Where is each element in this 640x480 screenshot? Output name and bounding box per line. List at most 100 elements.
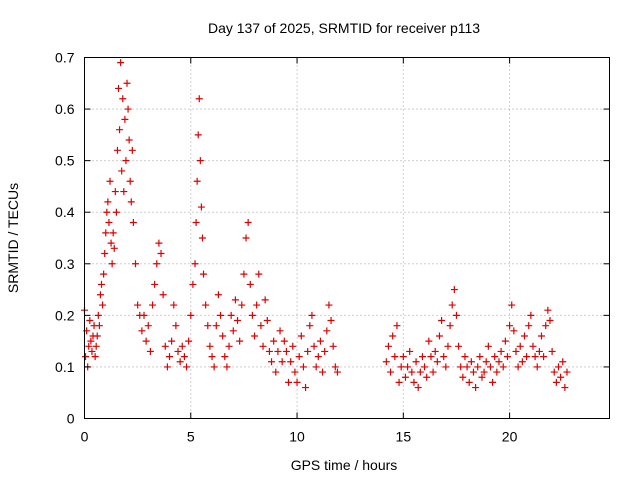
data-point bbox=[297, 332, 305, 340]
data-point bbox=[101, 249, 109, 257]
y-tick-label: 0.1 bbox=[55, 359, 75, 375]
data-point bbox=[495, 358, 503, 366]
data-point bbox=[457, 363, 465, 371]
data-point bbox=[244, 219, 252, 227]
data-point bbox=[476, 353, 484, 361]
data-point bbox=[423, 373, 431, 381]
data-point bbox=[138, 327, 146, 335]
data-point bbox=[86, 317, 94, 325]
data-point bbox=[227, 311, 235, 319]
data-point bbox=[231, 296, 239, 304]
data-point bbox=[120, 188, 128, 196]
data-point bbox=[142, 337, 150, 345]
data-point bbox=[176, 358, 184, 366]
data-point bbox=[404, 363, 412, 371]
data-point bbox=[508, 301, 516, 309]
data-point bbox=[446, 322, 454, 330]
data-point bbox=[427, 353, 435, 361]
data-point bbox=[195, 95, 203, 103]
data-point bbox=[98, 280, 106, 288]
data-point bbox=[223, 363, 231, 371]
data-point bbox=[548, 347, 556, 355]
data-point bbox=[552, 378, 560, 386]
data-point bbox=[287, 358, 295, 366]
data-point bbox=[546, 317, 554, 325]
data-point bbox=[259, 342, 267, 350]
data-point bbox=[204, 322, 212, 330]
data-point bbox=[100, 270, 108, 278]
data-point bbox=[253, 301, 261, 309]
data-point bbox=[88, 347, 96, 355]
y-tick-label: 0.4 bbox=[55, 204, 75, 220]
data-point bbox=[117, 59, 125, 67]
data-point bbox=[134, 301, 142, 309]
data-point bbox=[331, 363, 339, 371]
data-point bbox=[238, 301, 246, 309]
data-point bbox=[125, 136, 133, 144]
data-point bbox=[121, 115, 129, 123]
data-point bbox=[268, 358, 276, 366]
data-point bbox=[406, 347, 414, 355]
data-point bbox=[178, 342, 186, 350]
data-point bbox=[395, 378, 403, 386]
data-point bbox=[387, 368, 395, 376]
data-point bbox=[510, 327, 518, 335]
data-point bbox=[389, 332, 397, 340]
y-tick-label: 0.6 bbox=[55, 101, 75, 117]
data-point bbox=[440, 353, 448, 361]
data-point bbox=[474, 363, 482, 371]
y-tick-label: 0.7 bbox=[55, 50, 75, 66]
data-point bbox=[316, 337, 324, 345]
x-tick-label: 0 bbox=[81, 429, 89, 445]
data-point bbox=[92, 342, 100, 350]
y-tick-label: 0.3 bbox=[55, 256, 75, 272]
gridlines bbox=[84, 57, 610, 419]
data-point bbox=[503, 353, 511, 361]
data-point bbox=[533, 363, 541, 371]
data-point bbox=[172, 322, 180, 330]
data-point bbox=[110, 244, 118, 252]
data-point bbox=[180, 353, 188, 361]
data-point bbox=[157, 249, 165, 257]
y-axis-label: SRMTID / TECUs bbox=[5, 183, 21, 293]
data-point bbox=[151, 280, 159, 288]
data-point bbox=[459, 373, 467, 381]
data-point bbox=[263, 317, 271, 325]
chart-title: Day 137 of 2025, SRMTID for receiver p11… bbox=[208, 20, 480, 36]
data-point bbox=[200, 270, 208, 278]
data-point bbox=[429, 368, 437, 376]
data-point bbox=[149, 301, 157, 309]
data-point bbox=[393, 322, 401, 330]
data-point bbox=[478, 373, 486, 381]
data-point bbox=[308, 311, 316, 319]
data-point bbox=[127, 198, 135, 206]
data-point bbox=[285, 378, 293, 386]
data-point bbox=[431, 347, 439, 355]
data-point bbox=[87, 337, 95, 345]
data-point bbox=[542, 322, 550, 330]
data-point bbox=[219, 332, 227, 340]
data-point bbox=[103, 208, 111, 216]
data-point bbox=[410, 378, 418, 386]
data-point bbox=[554, 363, 562, 371]
data-point bbox=[280, 337, 288, 345]
data-point bbox=[198, 234, 206, 242]
data-point bbox=[123, 79, 131, 87]
data-point bbox=[95, 322, 103, 330]
data-point bbox=[212, 322, 220, 330]
data-point bbox=[438, 317, 446, 325]
data-point bbox=[529, 342, 537, 350]
data-point bbox=[397, 363, 405, 371]
data-points bbox=[81, 59, 571, 392]
data-point bbox=[255, 270, 263, 278]
data-point bbox=[289, 342, 297, 350]
data-point bbox=[523, 353, 531, 361]
y-tick-labels: 0 0.1 0.2 0.3 0.4 0.5 0.6 0.7 bbox=[55, 50, 75, 427]
data-point bbox=[550, 368, 558, 376]
data-point bbox=[261, 296, 269, 304]
data-point bbox=[229, 327, 237, 335]
data-point bbox=[185, 337, 193, 345]
data-point bbox=[221, 353, 229, 361]
data-point bbox=[99, 301, 107, 309]
